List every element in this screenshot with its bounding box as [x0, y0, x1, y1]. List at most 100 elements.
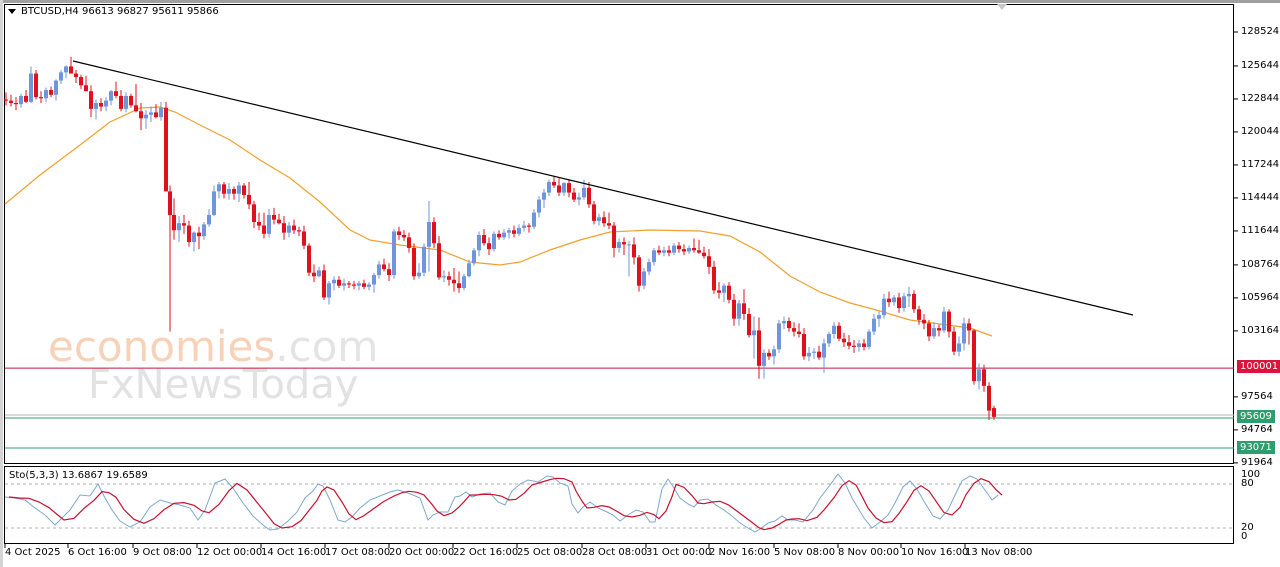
- candle-body: [322, 270, 326, 298]
- candle-body: [292, 225, 296, 231]
- stochastic-k-line: [4, 473, 999, 533]
- candle-body: [827, 333, 831, 344]
- candle-body: [497, 233, 501, 238]
- candle-body: [552, 181, 556, 186]
- candle-body: [837, 325, 841, 339]
- candle-body: [712, 266, 716, 291]
- candle-body: [114, 91, 118, 96]
- symbol-header: BTCUSD,H4 96613 96827 95611 95866: [8, 6, 219, 17]
- candle-body: [962, 323, 966, 344]
- candle-body: [352, 284, 356, 286]
- candle-body: [852, 345, 856, 347]
- candle-body: [507, 230, 511, 233]
- candle-body: [872, 318, 876, 332]
- sto-tick-label: 0: [1241, 531, 1248, 542]
- candle-body: [407, 237, 411, 248]
- time-tick-label: 28 Oct 08:00: [582, 547, 648, 558]
- candle-body: [332, 279, 336, 284]
- candle-body: [4, 99, 8, 101]
- candle-body: [967, 323, 971, 331]
- candle-body: [742, 303, 746, 314]
- candle-body: [202, 224, 206, 237]
- candle-body: [9, 100, 13, 103]
- candle-body: [387, 269, 391, 276]
- candle-body: [94, 102, 98, 109]
- candle-body: [787, 321, 791, 329]
- candle-body: [154, 112, 158, 118]
- candle-body: [159, 107, 163, 118]
- candle-body: [797, 331, 801, 334]
- candle-body: [267, 214, 271, 234]
- candle-body: [252, 204, 256, 223]
- candle-body: [44, 90, 48, 99]
- candle-body: [867, 331, 871, 347]
- candle-body: [39, 97, 43, 99]
- candle-body: [907, 293, 911, 297]
- candle-body: [222, 184, 226, 194]
- candle-body: [682, 249, 686, 252]
- candle-body: [542, 192, 546, 200]
- watermark-economies: economies.com: [48, 322, 378, 371]
- candle-body: [847, 342, 851, 346]
- candle-body: [677, 245, 681, 250]
- watermark-economies-main: economies: [48, 322, 276, 371]
- time-tick-label: 12 Oct 00:00: [197, 547, 263, 558]
- price-tick-label: 120044: [1241, 125, 1280, 137]
- candle-body: [557, 185, 561, 193]
- candle-body: [642, 271, 646, 286]
- candle-body: [697, 250, 701, 253]
- candle-body: [622, 242, 626, 245]
- candle-body: [757, 330, 761, 366]
- time-tick-label: 10 Nov 16:00: [901, 547, 969, 558]
- candle-body: [412, 247, 416, 277]
- candle-body: [722, 285, 726, 293]
- watermark-fxnewstoday: FxNewsToday: [88, 362, 359, 408]
- price-chart-pane[interactable]: [4, 4, 1234, 464]
- candle-body: [177, 223, 181, 231]
- price-tick-label: 114444: [1241, 191, 1280, 203]
- candle-body: [537, 199, 541, 213]
- time-tick-label: 17 Oct 08:00: [325, 547, 391, 558]
- candle-body: [297, 230, 301, 232]
- candle-body: [139, 111, 143, 119]
- candle-body: [14, 102, 18, 105]
- candle-body: [627, 244, 631, 246]
- price-tick-label: 105964: [1241, 291, 1280, 303]
- candle-body: [902, 296, 906, 309]
- candle-body: [287, 225, 291, 233]
- stochastic-pane[interactable]: [4, 466, 1234, 544]
- price-level-tag: 93071: [1237, 441, 1275, 454]
- candle-body: [692, 247, 696, 251]
- candle-body: [129, 95, 133, 106]
- time-tick-label: 5 Nov 08:00: [774, 547, 836, 558]
- candle-body: [477, 234, 481, 251]
- candle-body: [567, 183, 571, 193]
- time-tick-label: 20 Oct 00:00: [389, 547, 455, 558]
- candle-body: [527, 225, 531, 227]
- candle-body: [952, 331, 956, 352]
- candle-body: [562, 183, 566, 193]
- time-tick-label: 22 Oct 16:00: [453, 547, 519, 558]
- candle-body: [482, 234, 486, 244]
- candle-body: [187, 225, 191, 243]
- candle-body: [207, 214, 211, 225]
- candle-body: [812, 351, 816, 353]
- window-left-border: [0, 0, 3, 567]
- candle-body: [472, 250, 476, 264]
- candle-body: [437, 243, 441, 278]
- candle-body: [547, 181, 551, 193]
- candle-body: [29, 73, 33, 102]
- price-level-tag: 95609: [1237, 410, 1275, 423]
- descending-trendline: [72, 60, 1134, 316]
- window-top-border: [0, 0, 1280, 3]
- candle-body: [832, 325, 836, 334]
- triangle-down-icon[interactable]: [8, 8, 16, 14]
- candle-body: [119, 95, 123, 109]
- candle-body: [217, 184, 221, 192]
- candle-body: [532, 212, 536, 227]
- chart-shift-marker-icon[interactable]: [997, 4, 1007, 10]
- candle-body: [342, 283, 346, 286]
- candle-body: [947, 311, 951, 332]
